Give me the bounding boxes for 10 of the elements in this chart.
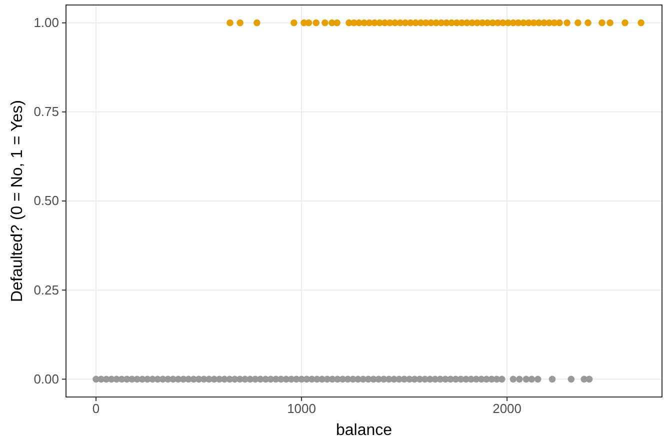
y-tick-label: 1.00 xyxy=(34,14,59,30)
y-tick-label: 0.75 xyxy=(34,104,59,120)
x-tick-label: 1000 xyxy=(287,401,316,416)
x-tick-label: 2000 xyxy=(492,401,522,416)
x-tick-label: 0 xyxy=(92,401,100,416)
y-axis-title: Defaulted? (0 = No, 1 = Yes) xyxy=(9,100,26,302)
y-tick-label: 0.50 xyxy=(34,193,59,208)
x-axis-title: balance xyxy=(336,422,392,438)
y-tick-label: 0.25 xyxy=(34,282,59,298)
y-tick-label: 0.00 xyxy=(34,371,59,386)
